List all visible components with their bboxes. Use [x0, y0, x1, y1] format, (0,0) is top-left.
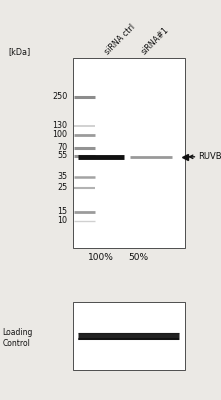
- Text: siRNA ctrl: siRNA ctrl: [103, 22, 137, 56]
- Text: 25: 25: [57, 184, 67, 192]
- Text: 250: 250: [52, 92, 67, 101]
- Text: 35: 35: [57, 172, 67, 181]
- Text: Loading
Control: Loading Control: [2, 328, 32, 348]
- Text: 70: 70: [57, 144, 67, 152]
- Bar: [73, 58, 185, 248]
- Text: 55: 55: [57, 152, 67, 160]
- Text: 15: 15: [57, 208, 67, 216]
- Bar: [73, 302, 185, 370]
- Text: 100%: 100%: [88, 253, 114, 262]
- Text: RUVBL1: RUVBL1: [198, 152, 221, 161]
- Text: 130: 130: [52, 122, 67, 130]
- Text: siRNA#1: siRNA#1: [139, 25, 171, 56]
- Text: 10: 10: [57, 216, 67, 225]
- Text: 100: 100: [52, 130, 67, 139]
- Text: [kDa]: [kDa]: [9, 47, 31, 56]
- Text: 50%: 50%: [128, 253, 148, 262]
